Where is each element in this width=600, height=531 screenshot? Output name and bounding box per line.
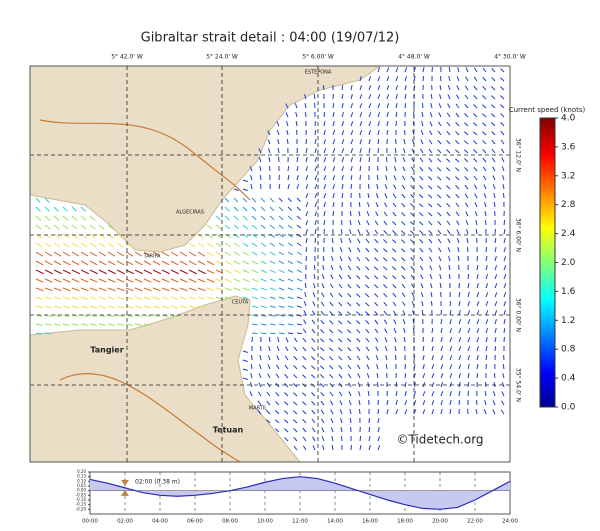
- current-arrow: [359, 409, 360, 414]
- x-tick-label: 00:00: [82, 519, 98, 525]
- current-arrow: [288, 166, 289, 171]
- current-arrow: [360, 436, 361, 441]
- current-arrow: [423, 76, 424, 81]
- colorbar-tick-label: 2.0: [561, 258, 576, 268]
- current-arrow: [341, 436, 342, 441]
- y-tick-label: -0.20: [76, 506, 87, 511]
- current-arrow: [468, 274, 469, 279]
- current-arrow: [260, 346, 261, 351]
- current-arrow: [350, 211, 351, 216]
- x-tick-label: 14:00: [327, 519, 343, 525]
- copyright: ©Tidetech.org: [396, 433, 483, 447]
- current-arrow: [440, 76, 441, 81]
- current-arrow: [306, 139, 307, 144]
- x-tick-label: 10:00: [257, 519, 273, 525]
- place-label: ALGECIRAS: [176, 210, 204, 216]
- x-tick-label: 08:00: [222, 519, 238, 525]
- current-arrow: [404, 130, 405, 135]
- current-arrow: [305, 112, 306, 117]
- current-arrow: [485, 220, 486, 225]
- current-arrow: [387, 130, 388, 135]
- current-arrow: [495, 346, 496, 351]
- current-arrow: [395, 355, 396, 360]
- current-arrow: [342, 85, 343, 90]
- lat-label: 35° 54.0' N: [515, 368, 522, 402]
- x-tick-label: 06:00: [187, 519, 203, 525]
- current-arrow: [459, 400, 460, 405]
- current-arrow: [396, 382, 397, 387]
- current-arrow: [297, 333, 302, 334]
- current-arrow: [486, 247, 487, 252]
- current-arrow: [333, 211, 334, 216]
- current-arrow: [422, 103, 423, 108]
- current-arrow: [314, 265, 315, 270]
- lat-label: 36° 12.0' N: [515, 138, 522, 172]
- current-arrow: [476, 400, 477, 405]
- current-arrow: [377, 382, 378, 387]
- place-label: Tetuan: [213, 426, 244, 435]
- current-arrow: [324, 112, 325, 117]
- lat-label: 36° 6.00' N: [515, 218, 522, 252]
- lon-label: 5° 24.0' W: [206, 54, 238, 61]
- place-label: TARIFA: [143, 254, 161, 260]
- x-tick-label: 12:00: [292, 519, 308, 525]
- x-tick-label: 04:00: [152, 519, 168, 525]
- current-arrow: [315, 238, 316, 243]
- place-label: Tangier: [90, 346, 123, 355]
- place-label: CEUTA: [232, 300, 249, 306]
- current-arrow: [494, 373, 495, 378]
- current-arrow: [432, 328, 433, 333]
- current-arrow: [323, 85, 324, 90]
- current-arrow: [369, 157, 370, 162]
- colorbar-tick-label: 0.8: [561, 345, 576, 355]
- colorbar-tick-label: 0.0: [561, 403, 576, 413]
- colorbar-tick-label: 4.0: [561, 114, 576, 124]
- current-arrow: [504, 220, 505, 225]
- current-arrow: [368, 184, 369, 189]
- map: [30, 66, 510, 462]
- colorbar-tick-label: 1.6: [561, 287, 576, 297]
- colorbar-tick-label: 2.8: [561, 200, 576, 210]
- colorbar-tick-label: 1.2: [561, 316, 575, 326]
- current-arrow: [287, 139, 288, 144]
- lon-label: 4° 30.0' W: [494, 54, 526, 61]
- current-arrow: [269, 166, 270, 171]
- place-label: MARTIL: [249, 406, 267, 412]
- lat-label: 36° 0.00' N: [515, 298, 522, 332]
- x-tick-label: 02:00: [117, 519, 133, 525]
- colorbar-tick-label: 2.4: [561, 229, 576, 239]
- x-tick-label: 18:00: [397, 519, 413, 525]
- lon-label: 5° 42.0' W: [111, 54, 143, 61]
- colorbar-tick-label: 3.6: [561, 142, 576, 152]
- place-label: ESTEPONA: [305, 70, 332, 76]
- marker-label: 02:00 (0.38 m): [135, 479, 180, 486]
- current-arrow: [378, 409, 379, 414]
- current-arrow: [503, 193, 504, 198]
- colorbar-tick-label: 0.4: [561, 374, 576, 384]
- current-arrow: [467, 247, 468, 252]
- current-arrow: [449, 274, 450, 279]
- lon-label: 5° 6.00' W: [302, 54, 334, 61]
- colorbar: [540, 118, 555, 407]
- colorbar-tick-label: 3.2: [561, 171, 575, 181]
- current-arrow: [332, 238, 333, 243]
- x-tick-label: 20:00: [432, 519, 448, 525]
- x-tick-label: 22:00: [467, 519, 483, 525]
- current-arrow: [288, 333, 293, 334]
- current-arrow: [386, 157, 387, 162]
- current-arrow: [405, 103, 406, 108]
- current-arrow: [477, 373, 478, 378]
- current-arrow: [351, 184, 352, 189]
- current-arrow: [431, 301, 432, 306]
- lon-label: 4° 48.0' W: [398, 54, 430, 61]
- x-tick-label: 24:00: [502, 519, 518, 525]
- current-arrow: [450, 301, 451, 306]
- x-tick-label: 16:00: [362, 519, 378, 525]
- title: Gibraltar strait detail : 04:00 (19/07/1…: [141, 31, 400, 46]
